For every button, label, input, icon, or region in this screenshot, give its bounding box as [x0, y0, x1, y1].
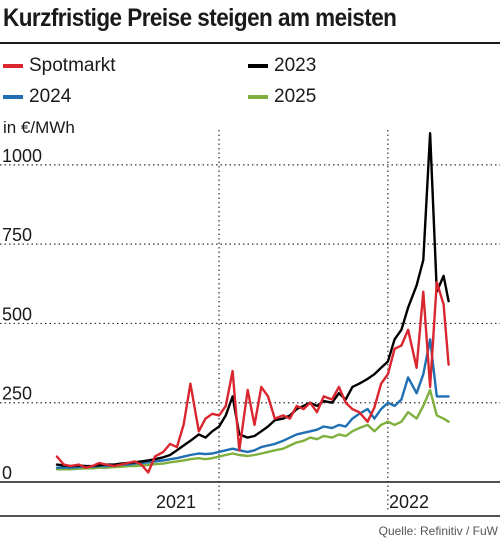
x-tick-label-2022: 2022 [389, 492, 429, 512]
x-tick-label-2021: 2021 [156, 492, 196, 512]
legend-swatch-spotmarkt [3, 64, 23, 68]
chart-title: Kurzfristige Preise steigen am meisten [3, 4, 397, 32]
legend-swatch-2025 [248, 95, 268, 99]
y-tick-label-750: 750 [2, 225, 32, 245]
legend-item-2023: 2023 [248, 54, 316, 78]
legend-label-2025: 2025 [274, 86, 317, 107]
title-divider [0, 42, 500, 44]
legend-label-spotmarkt: Spotmarkt [29, 55, 116, 76]
series-line-spotmarkt [55, 281, 450, 474]
y-tick-label-250: 250 [2, 384, 32, 404]
y-axis-unit-label: in €/MWh [3, 118, 75, 137]
legend-label-2024: 2024 [29, 86, 72, 107]
source-note: Quelle: Refinitiv / FuW [378, 524, 498, 538]
legend-swatch-2024 [3, 95, 23, 99]
legend-label-2023: 2023 [274, 55, 317, 76]
legend-swatch-2023 [248, 64, 268, 68]
series-line-2025 [55, 388, 450, 471]
y-tick-label-1000: 1000 [2, 146, 42, 166]
y-tick-label-500: 500 [2, 304, 32, 324]
legend-item-spotmarkt: Spotmarkt [3, 54, 116, 78]
legend-item-2024: 2024 [3, 85, 71, 109]
legend-item-2025: 2025 [248, 85, 316, 109]
y-tick-label-0: 0 [2, 463, 12, 483]
